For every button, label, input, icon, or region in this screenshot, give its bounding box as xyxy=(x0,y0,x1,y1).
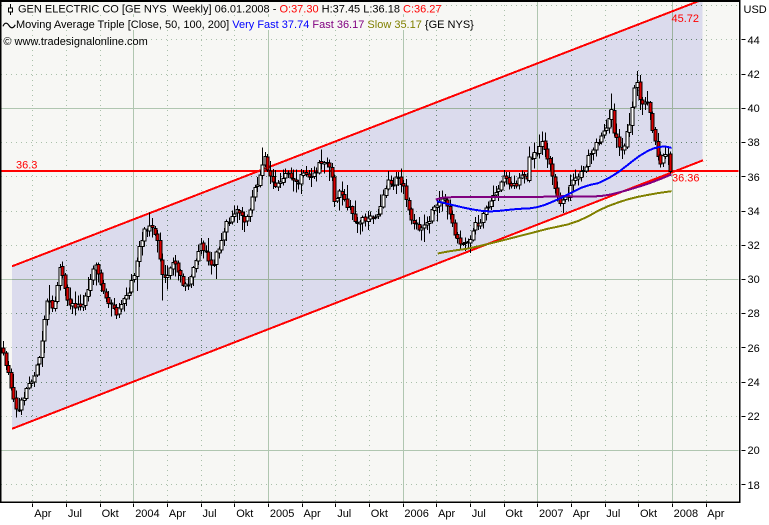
svg-text:32: 32 xyxy=(748,240,760,252)
svg-text:34: 34 xyxy=(748,206,760,218)
svg-text:Apr: Apr xyxy=(707,508,724,520)
svg-text:18: 18 xyxy=(748,480,760,492)
svg-text:26: 26 xyxy=(748,343,760,355)
svg-text:Okt: Okt xyxy=(102,508,119,520)
svg-text:40: 40 xyxy=(748,103,760,115)
svg-text:Okt: Okt xyxy=(505,508,522,520)
svg-text:Okt: Okt xyxy=(371,508,388,520)
svg-text:Okt: Okt xyxy=(236,508,253,520)
svg-text:Jul: Jul xyxy=(203,508,217,520)
svg-text:36.3: 36.3 xyxy=(16,159,37,171)
svg-text:Apr: Apr xyxy=(34,508,51,520)
svg-text:28: 28 xyxy=(748,308,760,320)
svg-text:2008: 2008 xyxy=(674,508,698,520)
svg-text:Okt: Okt xyxy=(640,508,657,520)
svg-text:2004: 2004 xyxy=(135,508,159,520)
svg-text:GEN ELECTRIC CO [GE NYS Weekl: GEN ELECTRIC CO [GE NYS Weekly] 06.01.20… xyxy=(18,4,442,16)
svg-text:Moving Average Triple [Close,: Moving Average Triple [Close, 50, 100, 2… xyxy=(16,19,474,31)
svg-text:22: 22 xyxy=(748,411,760,423)
svg-text:Jul: Jul xyxy=(337,508,351,520)
svg-text:2006: 2006 xyxy=(404,508,428,520)
svg-text:36: 36 xyxy=(748,172,760,184)
svg-text:Apr: Apr xyxy=(438,508,455,520)
svg-text:© www.tradesignalonline.com: © www.tradesignalonline.com xyxy=(3,36,147,48)
svg-text:42: 42 xyxy=(748,69,760,81)
svg-text:30: 30 xyxy=(748,274,760,286)
svg-text:20: 20 xyxy=(748,445,760,457)
svg-text:44: 44 xyxy=(748,35,760,47)
svg-text:24: 24 xyxy=(748,377,760,389)
svg-text:Apr: Apr xyxy=(304,508,321,520)
svg-text:Jul: Jul xyxy=(472,508,486,520)
svg-text:Jul: Jul xyxy=(68,508,82,520)
svg-text:2007: 2007 xyxy=(539,508,563,520)
svg-text:38: 38 xyxy=(748,137,760,149)
svg-text:36.36: 36.36 xyxy=(672,173,700,185)
svg-text:USD: USD xyxy=(744,4,767,16)
svg-text:Jul: Jul xyxy=(606,508,620,520)
svg-text:45.72: 45.72 xyxy=(672,13,700,25)
svg-text:2005: 2005 xyxy=(270,508,294,520)
svg-text:Apr: Apr xyxy=(573,508,590,520)
svg-text:Apr: Apr xyxy=(169,508,186,520)
